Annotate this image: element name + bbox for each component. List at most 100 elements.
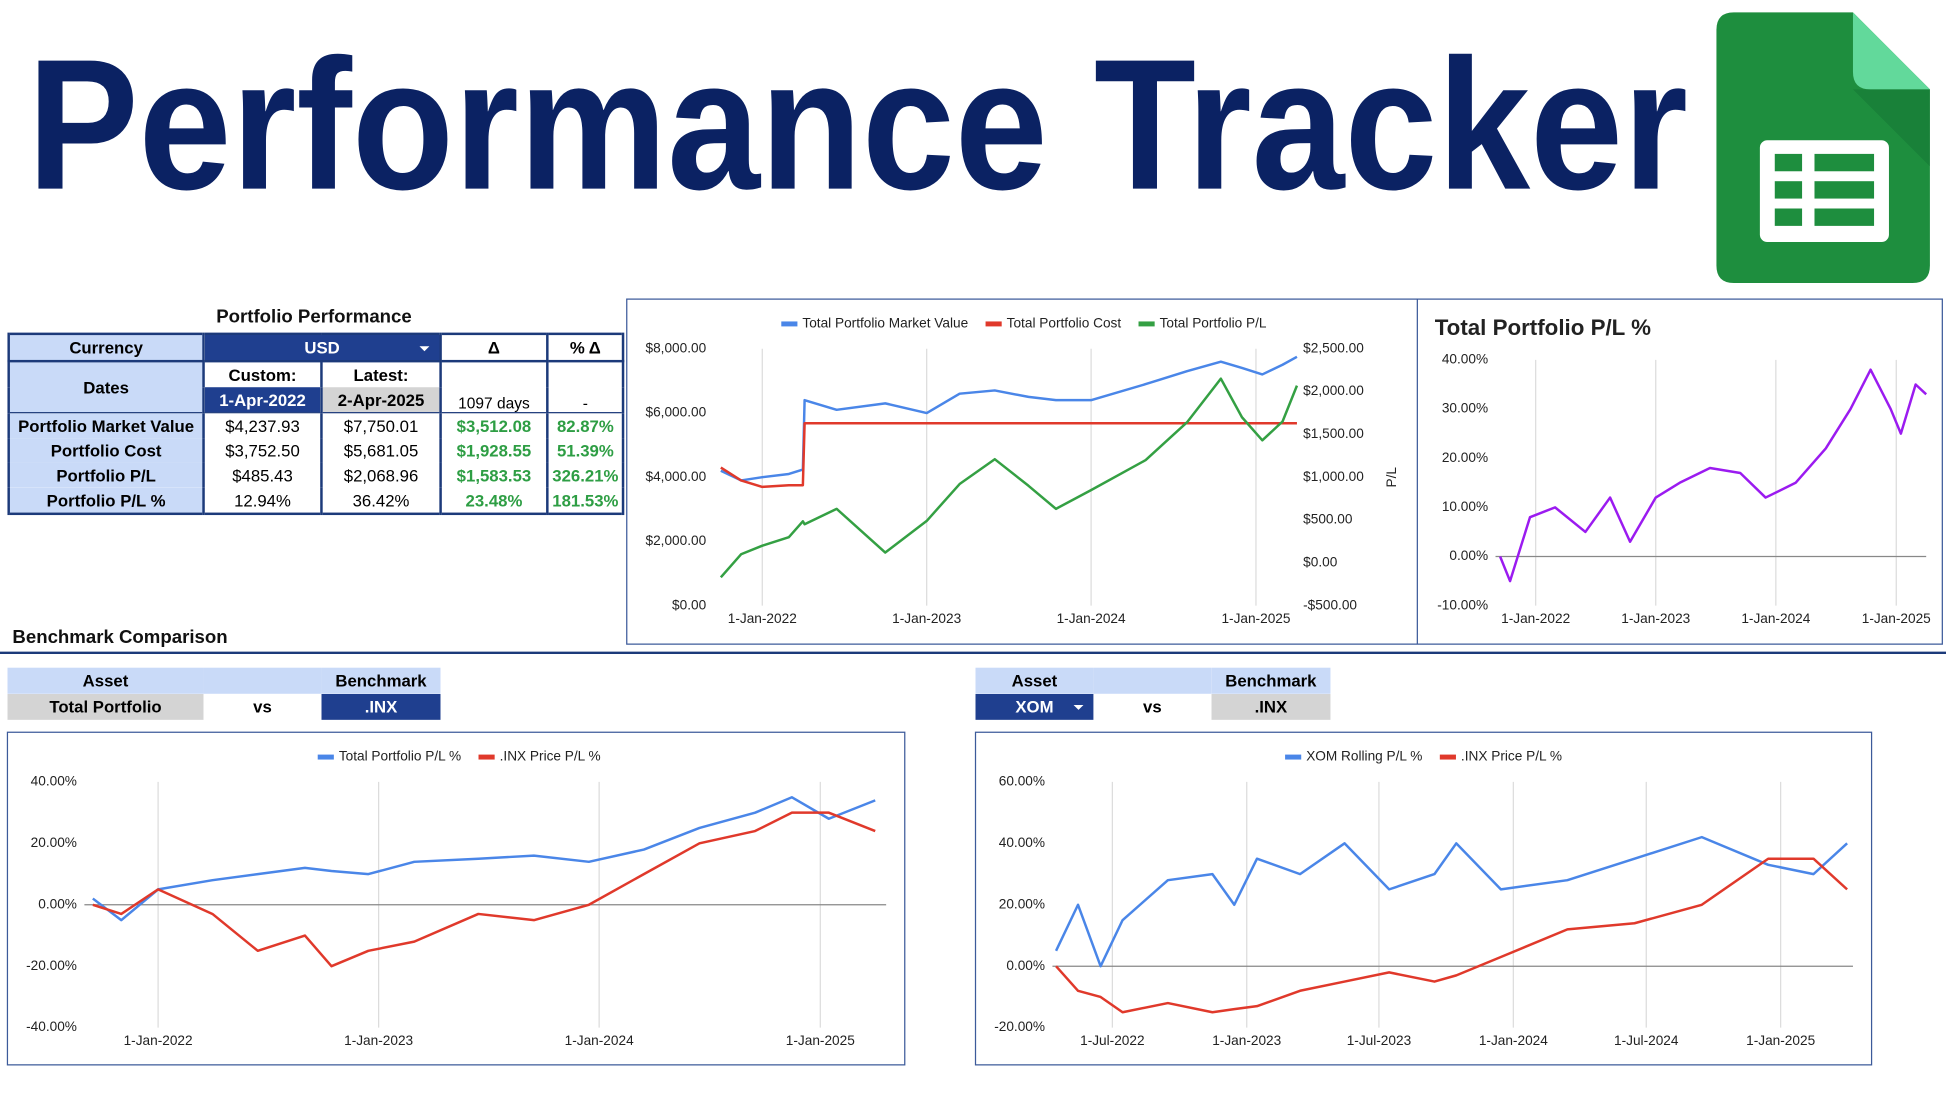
x-tick-label: 1-Jan-2025 xyxy=(1862,611,1931,626)
x-tick-label: 1-Jan-2022 xyxy=(1501,611,1570,626)
y2-tick-label: $1,500.00 xyxy=(1303,426,1364,441)
y-tick-label: $8,000.00 xyxy=(645,340,706,355)
x-tick-label: 1-Jan-2023 xyxy=(1621,611,1690,626)
legend-label: XOM Rolling P/L % xyxy=(1306,749,1422,764)
y-tick-label: 20.00% xyxy=(999,896,1045,911)
cell: Latest: xyxy=(320,361,442,388)
cell: 23.48% xyxy=(439,487,549,514)
table-title: Portfolio Performance xyxy=(216,306,412,328)
y-tick-label: $2,000.00 xyxy=(645,533,706,548)
cell: 181.53% xyxy=(546,487,625,514)
custom-date[interactable]: 1-Apr-2022 xyxy=(202,387,323,414)
cell: Asset xyxy=(975,667,1094,694)
x-tick-label: 1-Jan-2025 xyxy=(1746,1033,1815,1048)
cell: $2,068.96 xyxy=(320,462,442,488)
y-tick-label: 0.00% xyxy=(38,896,77,911)
chart-panel xyxy=(974,731,1873,1066)
cell: Total Portfolio xyxy=(7,693,204,720)
x-tick-label: 1-Jul-2023 xyxy=(1347,1033,1411,1048)
cell: 51.39% xyxy=(546,438,625,463)
x-tick-label: 1-Jul-2022 xyxy=(1080,1033,1144,1048)
y2-tick-label: $0.00 xyxy=(1303,554,1338,569)
cell: Benchmark xyxy=(1211,667,1331,694)
series-line xyxy=(1054,835,1848,968)
x-tick-label: 1-Jan-2024 xyxy=(1479,1033,1548,1048)
y-tick-label: 10.00% xyxy=(1442,499,1488,514)
y2-axis-title: P/L xyxy=(1384,467,1399,488)
benchmark-table: Asset Benchmark Total Portfolio vs .INX xyxy=(7,667,441,720)
x-tick-label: 1-Jan-2025 xyxy=(786,1033,855,1048)
legend-label: .INX Price P/L % xyxy=(500,749,601,764)
y-tick-label: 20.00% xyxy=(1442,450,1488,465)
y-tick-label: -20.00% xyxy=(994,1019,1045,1034)
cell: Portfolio Market Value xyxy=(7,412,205,439)
series-line xyxy=(92,796,876,922)
legend: Total Portfolio P/L % .INX Price P/L % xyxy=(317,749,601,764)
legend: XOM Rolling P/L % .INX Price P/L % xyxy=(1285,749,1562,764)
cell: .INX xyxy=(321,693,441,720)
cell: Custom: xyxy=(202,361,323,388)
cell: 1097 days xyxy=(439,361,549,414)
y2-tick-label: $2,000.00 xyxy=(1303,383,1364,398)
cell: 36.42% xyxy=(320,487,442,514)
cell: Benchmark xyxy=(321,667,441,694)
series-line xyxy=(719,377,1299,579)
y-tick-label: 40.00% xyxy=(999,835,1045,850)
x-tick-label: 1-Jan-2024 xyxy=(1741,611,1810,626)
x-tick-label: 1-Jan-2022 xyxy=(124,1033,193,1048)
cell: .INX xyxy=(1211,693,1331,720)
cell: Dates xyxy=(7,361,205,414)
y-tick-label: 60.00% xyxy=(999,774,1045,789)
page-title: Performance Tracker xyxy=(27,21,1688,229)
cell: $3,512.08 xyxy=(439,412,549,439)
y-tick-label: -10.00% xyxy=(1437,597,1488,612)
cell: Portfolio P/L xyxy=(7,462,205,488)
legend-swatch xyxy=(781,321,798,327)
legend: Total Portfolio Market Value Total Portfo… xyxy=(781,316,1267,331)
y-tick-label: $0.00 xyxy=(672,597,707,612)
legend-swatch xyxy=(478,754,495,760)
x-tick-label: 1-Jan-2022 xyxy=(728,611,797,626)
cell: 12.94% xyxy=(202,487,323,514)
y-tick-label: 40.00% xyxy=(31,774,77,789)
series-line xyxy=(92,811,876,968)
legend-label: Total Portfolio P/L % xyxy=(339,749,461,764)
cell: - xyxy=(546,361,625,414)
x-tick-label: 1-Jan-2024 xyxy=(565,1033,634,1048)
x-tick-label: 1-Jul-2024 xyxy=(1614,1033,1679,1048)
section-title: Benchmark Comparison xyxy=(12,626,228,648)
cell: Asset xyxy=(7,667,204,694)
cell: vs xyxy=(253,697,272,717)
cell xyxy=(203,667,322,694)
legend-label: Total Portfolio Market Value xyxy=(802,316,968,331)
portfolio-table: Currency USD Δ % Δ Dates Custom: Latest:… xyxy=(7,332,625,516)
series-line xyxy=(1498,368,1928,583)
y2-tick-label: -$500.00 xyxy=(1303,597,1357,612)
cell: 82.87% xyxy=(546,412,625,439)
legend-label: Total Portfolio Cost xyxy=(1007,316,1122,331)
asset-dropdown[interactable]: XOM xyxy=(975,693,1094,720)
chart-title: Total Portfolio P/L % xyxy=(1435,315,1651,340)
cell: $485.43 xyxy=(202,462,323,488)
y2-tick-label: $2,500.00 xyxy=(1303,340,1364,355)
legend-label: .INX Price P/L % xyxy=(1461,749,1562,764)
y-tick-label: $6,000.00 xyxy=(645,405,706,420)
y2-tick-label: $1,000.00 xyxy=(1303,469,1364,484)
chart-panel xyxy=(626,298,1943,645)
legend-swatch xyxy=(1439,754,1456,760)
cell: Portfolio Cost xyxy=(7,438,205,463)
series-line xyxy=(720,355,1298,482)
x-tick-label: 1-Jan-2023 xyxy=(344,1033,413,1048)
legend-swatch xyxy=(1285,754,1302,760)
cell: $1,583.53 xyxy=(439,462,549,488)
currency-dropdown[interactable]: USD xyxy=(202,333,442,363)
cell: $7,750.01 xyxy=(320,412,442,439)
x-tick-label: 1-Jan-2023 xyxy=(1212,1033,1281,1048)
cell: vs xyxy=(1143,697,1162,717)
cell: $5,681.05 xyxy=(320,438,442,463)
y-tick-label: $4,000.00 xyxy=(645,469,706,484)
cell: % Δ xyxy=(546,333,625,363)
legend-swatch xyxy=(1138,321,1155,327)
cell: $4,237.93 xyxy=(202,412,323,439)
